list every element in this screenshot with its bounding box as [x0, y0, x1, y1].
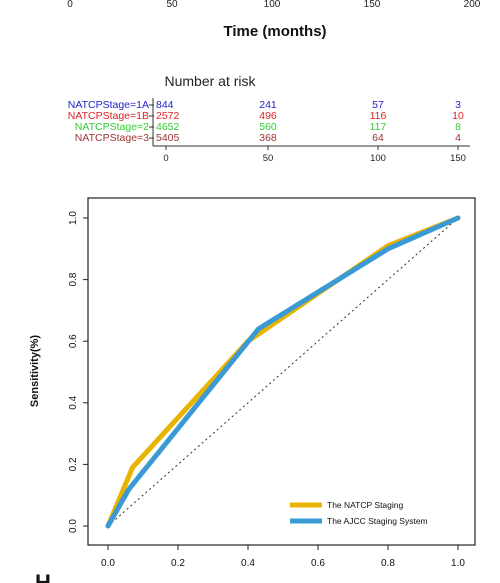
km-x-axis-title: Time (months): [223, 23, 326, 40]
risk-time-tick: 0: [163, 153, 168, 164]
risk-value: 4: [455, 132, 461, 144]
roc-y-tick-label: 0.4: [68, 395, 79, 409]
roc-y-axis-title: Sensitivity(%): [29, 335, 41, 407]
legend-label-natcp: The NATCP Staging: [327, 500, 403, 510]
roc-y-tick-label: 0.6: [68, 334, 79, 348]
roc-y-tick-label: 0.8: [68, 272, 79, 286]
risk-value: 241: [259, 99, 277, 111]
risk-time-tick: 150: [450, 153, 466, 164]
risk-value: 8: [455, 121, 461, 133]
roc-x-tick-label: 1.0: [451, 558, 465, 569]
roc-y-tick-label: 1.0: [68, 211, 79, 225]
roc-line-ajcc: [105, 215, 461, 529]
roc-axes: 0.0 0.2 0.4 0.6 0.8 1.0 0.0 0.2 0.4 0.6 0.8 1.0: [68, 211, 465, 569]
roc-y-tick-label: 0.0: [68, 519, 79, 533]
roc-x-tick-label: 0.6: [311, 558, 325, 569]
risk-value: 368: [259, 132, 277, 144]
risk-time-tick: 100: [370, 153, 386, 164]
risk-value: 496: [259, 110, 277, 122]
risk-value: 4652: [156, 121, 180, 133]
risk-value: 844: [156, 99, 174, 111]
roc-series: [105, 215, 461, 529]
risk-row-label-1a: NATCPStage=1A: [68, 99, 149, 111]
roc-reference-line: [107, 217, 459, 527]
risk-value: 3: [455, 99, 461, 111]
risk-value: 5405: [156, 132, 180, 144]
km-tick-50: 50: [166, 0, 178, 10]
risk-value: 64: [372, 132, 384, 144]
risk-row-label-1b: NATCPStage=1B: [68, 110, 149, 122]
roc-chart: Sensitivity(%) 0.0 0.2 0.4 0.6 0.8 1.00.00.20…: [29, 197, 476, 569]
km-tick-200: 200: [464, 0, 481, 10]
roc-x-tick-label: 0.4: [241, 558, 255, 569]
panel-letter: H: [35, 570, 51, 583]
roc-plot-frame: [87, 197, 476, 546]
km-tick-150: 150: [364, 0, 381, 10]
risk-value: 10: [452, 110, 464, 122]
risk-value: 57: [372, 99, 384, 111]
roc-x-tick-label: 0.8: [381, 558, 395, 569]
risk-value: 116: [370, 110, 387, 122]
risk-table: Number at risk NATCPStage=1A NATCPStage=…: [68, 73, 470, 164]
risk-value: 2572: [156, 110, 180, 122]
roc-x-tick-label: 0.0: [101, 558, 115, 569]
roc-y-tick-label: 0.2: [68, 457, 79, 471]
roc-legend: The NATCP Staging The AJCC Staging Syste…: [284, 494, 470, 530]
risk-row-label-2: NATCPStage=2: [75, 121, 149, 133]
legend-label-ajcc: The AJCC Staging System: [327, 516, 428, 526]
km-tick-100: 100: [264, 0, 281, 10]
roc-x-tick-label: 0.2: [171, 558, 185, 569]
risk-table-title: Number at risk: [164, 73, 256, 89]
risk-time-tick: 50: [263, 153, 274, 164]
risk-value: 560: [259, 121, 277, 133]
km-tick-0: 0: [67, 0, 73, 10]
km-x-axis: 0 50 100 150 200 Time (months): [67, 0, 481, 40]
risk-row-label-3: NATCPStage=3: [75, 132, 149, 144]
risk-value: 117: [370, 121, 387, 133]
